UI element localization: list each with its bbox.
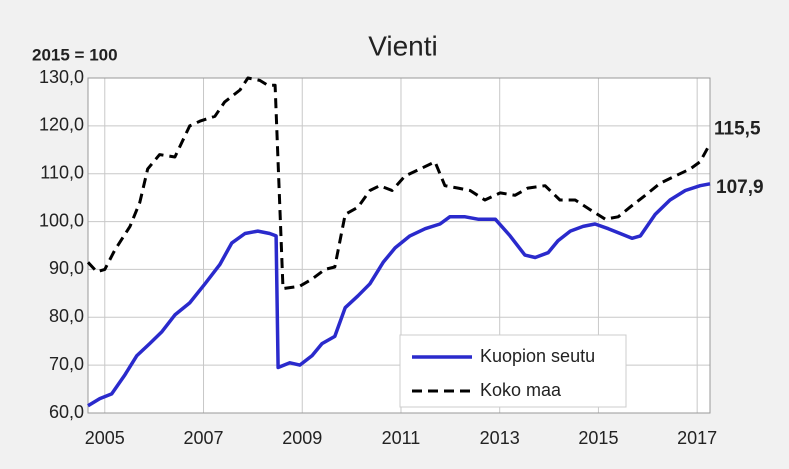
value-label: 115,5 [714,118,761,139]
series-line [86,76,710,291]
y-tick-label: 70,0 [49,354,84,374]
x-tick-label: 2007 [183,428,223,448]
y-tick-label: 60,0 [49,402,84,422]
x-tick-label: 2009 [282,428,322,448]
x-tick-label: 2005 [85,428,125,448]
x-tick-label: 2015 [578,428,618,448]
y-tick-label: 100,0 [39,210,84,230]
y-tick-label: 90,0 [49,258,84,278]
legend-label: Kuopion seutu [480,346,595,366]
legend-label: Koko maa [480,380,562,400]
annotation: 2015 = 100 [32,45,118,64]
x-tick-label: 2017 [677,428,717,448]
y-tick-label: 120,0 [39,115,84,135]
x-tick-label: 2011 [382,428,421,448]
series-line [87,182,711,408]
plot-frame [87,77,711,414]
chart-title: Vienti [368,30,438,61]
y-tick-label: 130,0 [39,67,84,87]
x-tick-label: 2013 [480,428,520,448]
legend-box [399,334,627,408]
y-tick-label: 110,0 [40,162,84,182]
value-label: 107,9 [716,177,764,198]
y-tick-label: 80,0 [49,306,84,326]
